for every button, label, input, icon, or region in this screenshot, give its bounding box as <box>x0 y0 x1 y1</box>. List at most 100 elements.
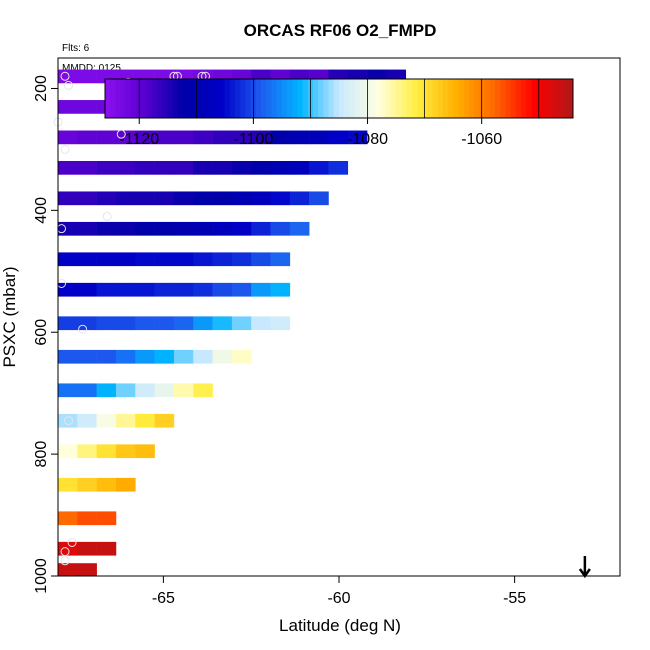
colorbar-swatch <box>271 79 277 118</box>
colorbar-swatch <box>484 79 491 118</box>
colorbar-tick-label: -1080 <box>347 131 388 148</box>
y-tick-label: 200 <box>33 75 50 102</box>
date-label: MMDD: 0125 <box>62 63 121 74</box>
x-axis-label: Latitude (deg N) <box>279 616 401 635</box>
heatmap-cell <box>115 252 136 267</box>
heatmap-cell <box>193 383 213 398</box>
heatmap-cell <box>154 221 175 236</box>
colorbar-swatch <box>287 79 293 118</box>
heatmap-cell <box>212 191 233 206</box>
colorbar-swatch <box>417 79 423 118</box>
heatmap-cell <box>135 444 155 459</box>
colorbar-swatch <box>562 79 569 118</box>
x-tick-label: -60 <box>327 590 350 607</box>
heatmap-cell <box>173 130 194 145</box>
heatmap-cell <box>96 511 117 526</box>
arrow-marker <box>578 556 591 579</box>
heatmap-cell <box>115 130 136 145</box>
colorbar-tick-label: -1060 <box>461 131 502 148</box>
colorbar-swatch <box>463 79 470 118</box>
colorbar-swatch <box>105 79 111 118</box>
heatmap-cell <box>289 191 310 206</box>
heatmap-cell <box>231 282 252 297</box>
colorbar-swatch <box>531 79 537 118</box>
heatmap-cell <box>251 282 271 297</box>
heatmap-cell <box>193 252 213 267</box>
heatmap-cell <box>289 130 310 145</box>
heatmap-cell <box>96 130 117 145</box>
heatmap-cell <box>212 316 233 331</box>
heatmap-cell <box>193 349 213 364</box>
heatmap-cell <box>154 160 175 175</box>
heatmap-cell <box>96 413 117 428</box>
heatmap-cell <box>328 130 349 145</box>
heatmap-cell <box>115 383 136 398</box>
colorbar-swatch <box>541 79 548 118</box>
colorbar-swatch <box>526 79 532 118</box>
heatmap-cell <box>58 563 78 577</box>
heatmap-cell <box>77 252 97 267</box>
heatmap-cell <box>231 191 252 206</box>
heatmap-cell <box>289 160 310 175</box>
colorbar-swatch <box>183 79 189 118</box>
heatmap-cell <box>231 160 252 175</box>
heatmap-cells <box>58 69 407 577</box>
colorbar: -1120 -1100 -1080 -1060 <box>104 78 574 148</box>
observation-point <box>60 71 70 81</box>
heatmap-cell <box>77 130 97 145</box>
heatmap-cell <box>77 477 97 492</box>
colorbar-swatch <box>266 79 272 118</box>
arrow-head <box>578 568 591 579</box>
heatmap-cell <box>96 541 117 556</box>
heatmap-cell <box>135 282 155 297</box>
colorbar-swatch <box>510 79 517 118</box>
heatmap-cell <box>77 282 97 297</box>
heatmap-cell <box>96 221 117 236</box>
heatmap-cell <box>193 130 213 145</box>
heatmap-cell <box>115 191 136 206</box>
colorbar-swatch <box>328 79 335 118</box>
colorbar-swatch <box>505 79 511 118</box>
observation-point <box>60 547 70 557</box>
heatmap-cell <box>154 282 175 297</box>
heatmap-cell <box>231 221 252 236</box>
y-tick-label: 800 <box>33 441 50 468</box>
heatmap-cell <box>115 444 136 459</box>
colorbar-swatch <box>131 79 137 118</box>
heatmap-cell <box>154 383 175 398</box>
heatmap-cell <box>96 282 117 297</box>
heatmap-cell <box>270 130 291 145</box>
colorbar-swatch <box>411 79 418 118</box>
colorbar-swatch <box>276 79 283 118</box>
heatmap-cell <box>154 130 175 145</box>
heatmap-cell <box>173 282 194 297</box>
heatmap-cell <box>77 541 97 556</box>
colorbar-swatch <box>198 79 205 118</box>
colorbar-swatch <box>567 79 574 118</box>
heatmap-cell <box>77 511 97 526</box>
heatmap-cell <box>115 160 136 175</box>
heatmap-cell <box>96 477 117 492</box>
colorbar-swatch <box>385 79 392 118</box>
colorbar-swatch <box>536 79 543 118</box>
colorbar-swatch <box>224 79 231 118</box>
y-axis-label: PSXC (mbar) <box>0 266 19 367</box>
heatmap-cell <box>251 191 271 206</box>
heatmap-cell <box>135 383 155 398</box>
heatmap-cell <box>309 191 329 206</box>
colorbar-frame <box>104 78 574 119</box>
colorbar-swatch <box>380 79 387 118</box>
colorbar-swatch <box>229 79 236 118</box>
colorbar-swatch <box>521 79 527 118</box>
heatmap-cell <box>115 316 136 331</box>
colorbar-swatch <box>469 79 475 118</box>
colorbar-swatch <box>515 79 522 118</box>
heatmap-cell <box>96 252 117 267</box>
colorbar-swatch <box>167 79 173 118</box>
heatmap-cell <box>154 349 175 364</box>
heatmap-cell <box>58 444 78 459</box>
heatmap-cell <box>231 316 252 331</box>
colorbar-swatch <box>146 79 153 118</box>
y-tick-label: 400 <box>33 197 50 224</box>
